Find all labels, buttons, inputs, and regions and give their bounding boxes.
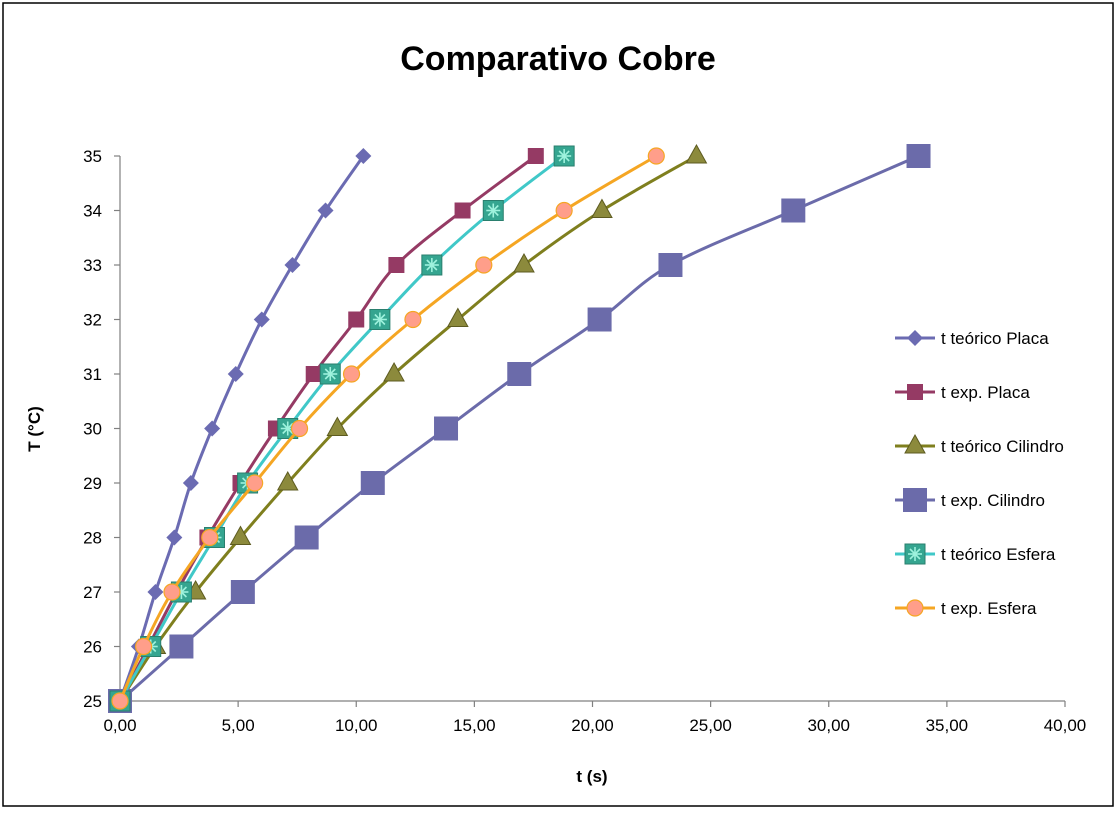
legend-label: t exp. Cilindro: [941, 491, 1045, 510]
legend-marker: [903, 488, 927, 512]
x-axis-title: t (s): [576, 767, 607, 786]
legend-marker: [905, 544, 925, 564]
x-tick-label: 35,00: [926, 716, 969, 735]
legend-label: t exp. Esfera: [941, 599, 1037, 618]
legend-label: t teórico Cilindro: [941, 437, 1064, 456]
data-point: [306, 366, 322, 382]
y-tick-label: 30: [83, 420, 102, 439]
data-point: [907, 144, 931, 168]
legend-item: t exp. Cilindro: [895, 488, 1045, 512]
legend-label: t teórico Esfera: [941, 545, 1056, 564]
data-point: [136, 639, 152, 655]
data-point: [164, 584, 180, 600]
chart-title: Comparativo Cobre: [400, 40, 716, 78]
data-point: [348, 312, 364, 328]
legend-item: t exp. Placa: [895, 383, 1030, 402]
x-tick-label: 40,00: [1044, 716, 1087, 735]
data-point: [295, 526, 319, 550]
data-point: [434, 417, 458, 441]
data-point: [648, 148, 664, 164]
data-point: [247, 475, 263, 491]
data-point: [370, 310, 390, 330]
x-tick-label: 0,00: [103, 716, 136, 735]
y-tick-label: 29: [83, 474, 102, 493]
y-tick-label: 35: [83, 147, 102, 166]
data-point: [388, 257, 404, 273]
legend-item: t teórico Esfera: [895, 544, 1056, 564]
data-point: [554, 146, 574, 166]
y-tick-label: 25: [83, 692, 102, 711]
legend-label: t exp. Placa: [941, 383, 1030, 402]
data-point: [781, 199, 805, 223]
data-point: [202, 530, 218, 546]
y-tick-label: 28: [83, 529, 102, 548]
legend-marker: [907, 600, 923, 616]
data-point: [361, 471, 385, 495]
y-tick-label: 27: [83, 583, 102, 602]
data-point: [528, 148, 544, 164]
data-point: [588, 308, 612, 332]
data-point: [292, 421, 308, 437]
data-point: [169, 635, 193, 659]
y-tick-label: 32: [83, 311, 102, 330]
x-tick-label: 5,00: [222, 716, 255, 735]
x-tick-label: 15,00: [453, 716, 496, 735]
legend-label: t teórico Placa: [941, 329, 1049, 348]
data-point: [507, 362, 531, 386]
data-point: [405, 312, 421, 328]
y-tick-label: 31: [83, 365, 102, 384]
data-point: [476, 257, 492, 273]
x-tick-label: 20,00: [571, 716, 614, 735]
x-tick-label: 25,00: [689, 716, 732, 735]
x-tick-label: 30,00: [807, 716, 850, 735]
data-point: [658, 253, 682, 277]
data-point: [320, 364, 340, 384]
data-point: [455, 203, 471, 219]
y-tick-label: 26: [83, 638, 102, 657]
x-tick-label: 10,00: [335, 716, 378, 735]
data-point: [556, 203, 572, 219]
data-point: [112, 693, 128, 709]
data-point: [344, 366, 360, 382]
data-point: [422, 255, 442, 275]
chart-border: [3, 3, 1113, 806]
legend-item: t exp. Esfera: [895, 599, 1037, 618]
legend-marker: [907, 384, 923, 400]
y-tick-label: 33: [83, 256, 102, 275]
y-axis-title: T (°C): [25, 406, 44, 452]
data-point: [231, 580, 255, 604]
y-tick-label: 34: [83, 202, 102, 221]
data-point: [483, 201, 503, 221]
